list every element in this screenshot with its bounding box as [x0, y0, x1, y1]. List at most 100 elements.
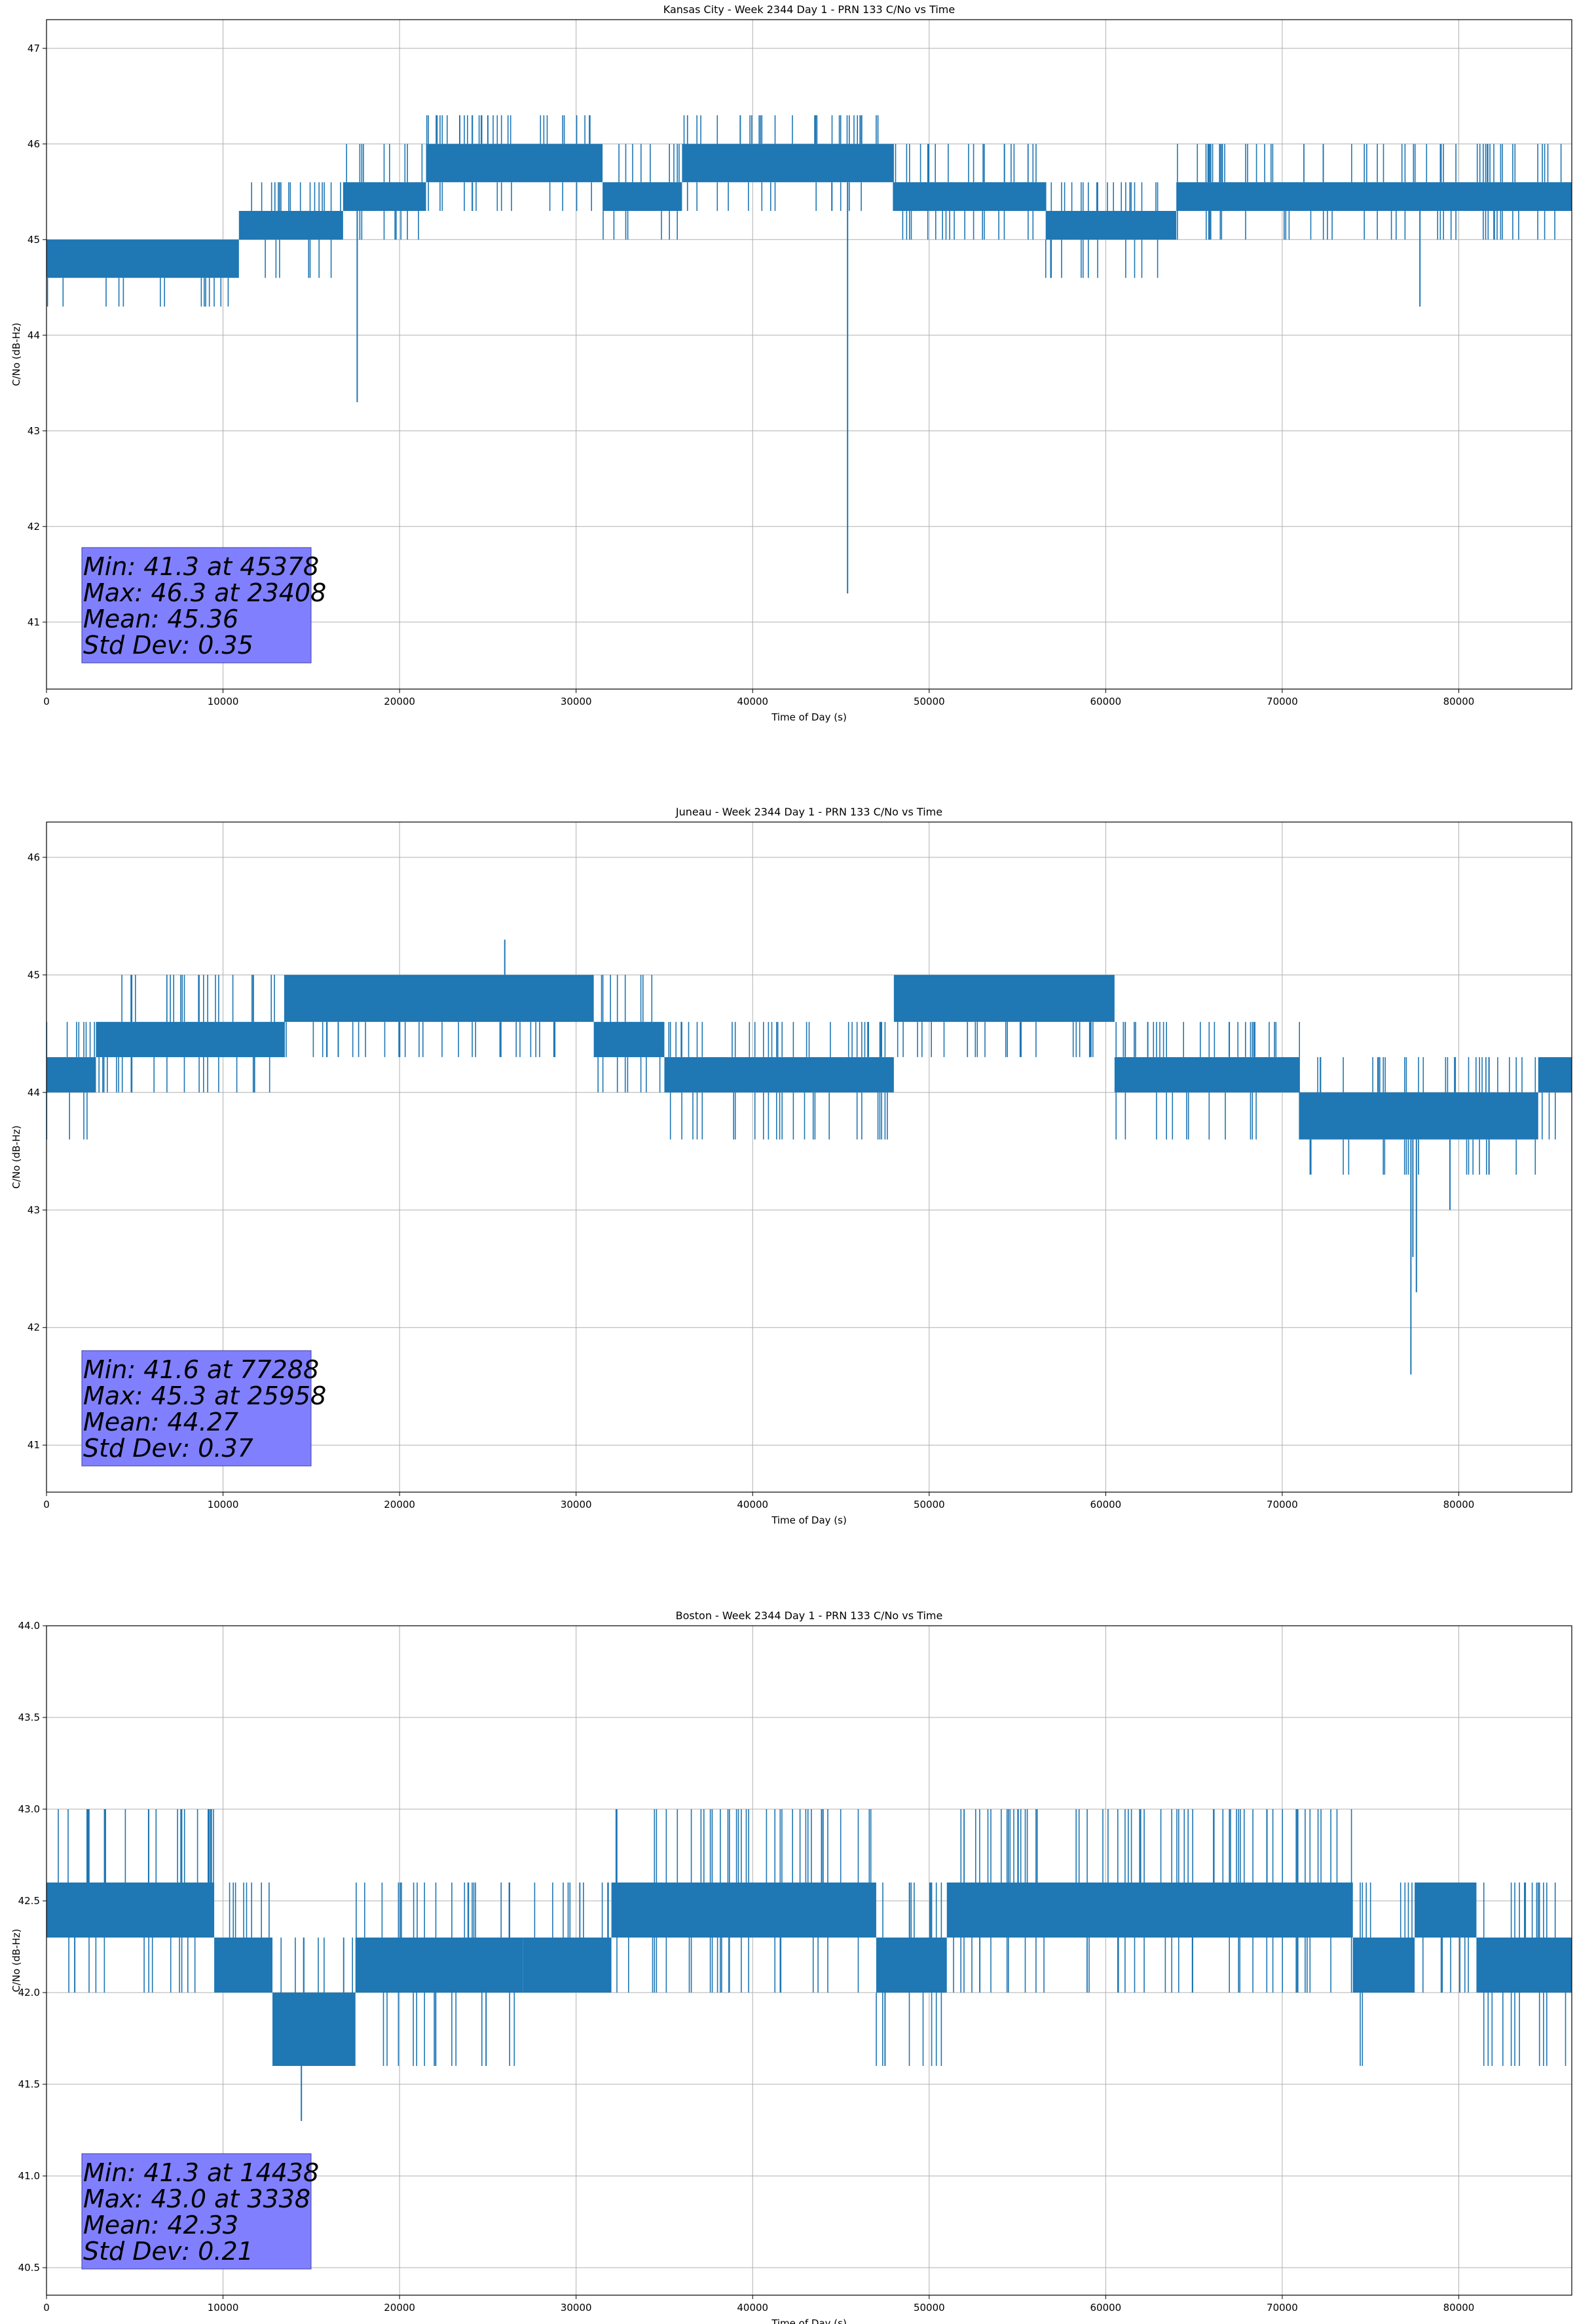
cno-band [603, 182, 682, 211]
cno-band [1538, 1057, 1572, 1093]
x-tick-label: 30000 [561, 696, 592, 707]
y-tick-label: 43 [28, 1204, 40, 1216]
x-axis-label: Time of Day (s) [771, 2317, 847, 2324]
x-tick-label: 20000 [384, 2302, 415, 2314]
cno-band [46, 1057, 96, 1093]
y-axis-label: C/No (dB-Hz) [10, 323, 22, 386]
chart-panel-1: Kansas City - Week 2344 Day 1 - PRN 133 … [10, 3, 1572, 723]
cno-band [284, 975, 594, 1022]
stats-line: Mean: 44.27 [83, 1408, 238, 1436]
cno-band [1352, 1938, 1415, 1993]
y-tick-label: 47 [28, 43, 40, 54]
cno-band [96, 1022, 285, 1057]
x-tick-label: 40000 [737, 696, 768, 707]
x-tick-label: 70000 [1267, 696, 1298, 707]
stats-line: Std Dev: 0.37 [83, 1434, 253, 1463]
stats-line: Std Dev: 0.21 [83, 2237, 253, 2266]
cno-band [1114, 1057, 1300, 1093]
chart-title: Kansas City - Week 2344 Day 1 - PRN 133 … [663, 3, 955, 16]
x-tick-label: 0 [43, 696, 50, 707]
stats-line: Max: 43.0 at 3338 [83, 2184, 310, 2213]
cno-band [1299, 1092, 1538, 1140]
stats-line: Min: 41.6 at 77288 [83, 1355, 319, 1384]
cno-band [214, 1938, 273, 1993]
y-tick-label: 42 [28, 521, 40, 533]
stats-line: Max: 45.3 at 25958 [83, 1381, 326, 1410]
cno-band [523, 1938, 612, 1993]
y-tick-label: 42 [28, 1322, 40, 1334]
x-tick-label: 10000 [208, 696, 239, 707]
x-axis-label: Time of Day (s) [771, 1514, 847, 1526]
x-tick-label: 60000 [1090, 696, 1122, 707]
x-tick-label: 60000 [1090, 2302, 1122, 2314]
x-axis-label: Time of Day (s) [771, 711, 847, 723]
y-tick-label: 43 [28, 425, 40, 437]
data-series [46, 115, 1572, 593]
cno-band [426, 143, 603, 183]
cno-band [664, 1057, 894, 1093]
x-tick-label: 50000 [914, 1499, 945, 1510]
x-tick-label: 70000 [1267, 2302, 1298, 2314]
stats-line: Mean: 42.33 [83, 2211, 238, 2240]
x-tick-label: 10000 [208, 2302, 239, 2314]
y-tick-label: 43.5 [18, 1712, 40, 1723]
data-series [46, 939, 1572, 1375]
cno-band [272, 1993, 356, 2066]
cno-band [682, 143, 894, 183]
x-tick-label: 50000 [914, 2302, 945, 2314]
cno-band [593, 1022, 665, 1057]
chart-title: Boston - Week 2344 Day 1 - PRN 133 C/No … [676, 1609, 943, 1622]
cno-band [876, 1938, 947, 1993]
stats-box [81, 547, 312, 664]
cno-oscillation [58, 1809, 1567, 2066]
x-tick-label: 20000 [384, 696, 415, 707]
y-tick-label: 42.5 [18, 1895, 40, 1907]
y-tick-label: 41 [28, 616, 40, 628]
y-tick-label: 44 [28, 1087, 40, 1098]
x-tick-label: 50000 [914, 696, 945, 707]
cno-oscillation [46, 975, 1556, 1175]
stats-box [81, 2153, 312, 2270]
x-tick-label: 60000 [1090, 1499, 1122, 1510]
chart-title: Juneau - Week 2344 Day 1 - PRN 133 C/No … [675, 806, 942, 818]
y-tick-label: 41 [28, 1439, 40, 1451]
stats-box [81, 1350, 312, 1467]
y-tick-label: 46 [28, 852, 40, 863]
cno-band [46, 1883, 215, 1938]
x-tick-label: 10000 [208, 1499, 239, 1510]
cno-band [1476, 1938, 1572, 1993]
axes-frame [46, 1625, 1572, 2296]
x-tick-label: 20000 [384, 1499, 415, 1510]
cno-band [611, 1883, 876, 1938]
y-tick-label: 43.0 [18, 1803, 40, 1815]
cno-band [946, 1883, 1353, 1938]
x-tick-label: 80000 [1443, 696, 1475, 707]
y-axis-label: C/No (dB-Hz) [10, 1125, 22, 1189]
stats-line: Std Dev: 0.35 [83, 631, 253, 660]
y-tick-label: 40.5 [18, 2262, 40, 2274]
cno-band [238, 211, 343, 240]
y-tick-label: 44 [28, 329, 40, 341]
stats-line: Mean: 45.36 [83, 605, 238, 633]
cno-band [355, 1938, 523, 1993]
y-tick-label: 42.0 [18, 1987, 40, 1998]
stats-line: Min: 41.3 at 45378 [83, 552, 319, 581]
x-tick-label: 40000 [737, 1499, 768, 1510]
y-tick-label: 41.0 [18, 2170, 40, 2182]
cno-band [1045, 211, 1177, 240]
cno-band [343, 182, 426, 211]
cno-band [1176, 182, 1572, 211]
x-tick-label: 30000 [561, 1499, 592, 1510]
axes-frame [46, 19, 1572, 690]
x-tick-label: 40000 [737, 2302, 768, 2314]
y-tick-label: 46 [28, 138, 40, 150]
x-tick-label: 70000 [1267, 1499, 1298, 1510]
stats-line: Max: 46.3 at 23408 [83, 578, 326, 607]
x-tick-label: 30000 [561, 2302, 592, 2314]
stats-line: Min: 41.3 at 14438 [83, 2158, 319, 2187]
y-tick-label: 41.5 [18, 2078, 40, 2090]
cno-band [1415, 1883, 1477, 1938]
cno-band [893, 975, 1115, 1022]
x-tick-label: 80000 [1443, 1499, 1475, 1510]
